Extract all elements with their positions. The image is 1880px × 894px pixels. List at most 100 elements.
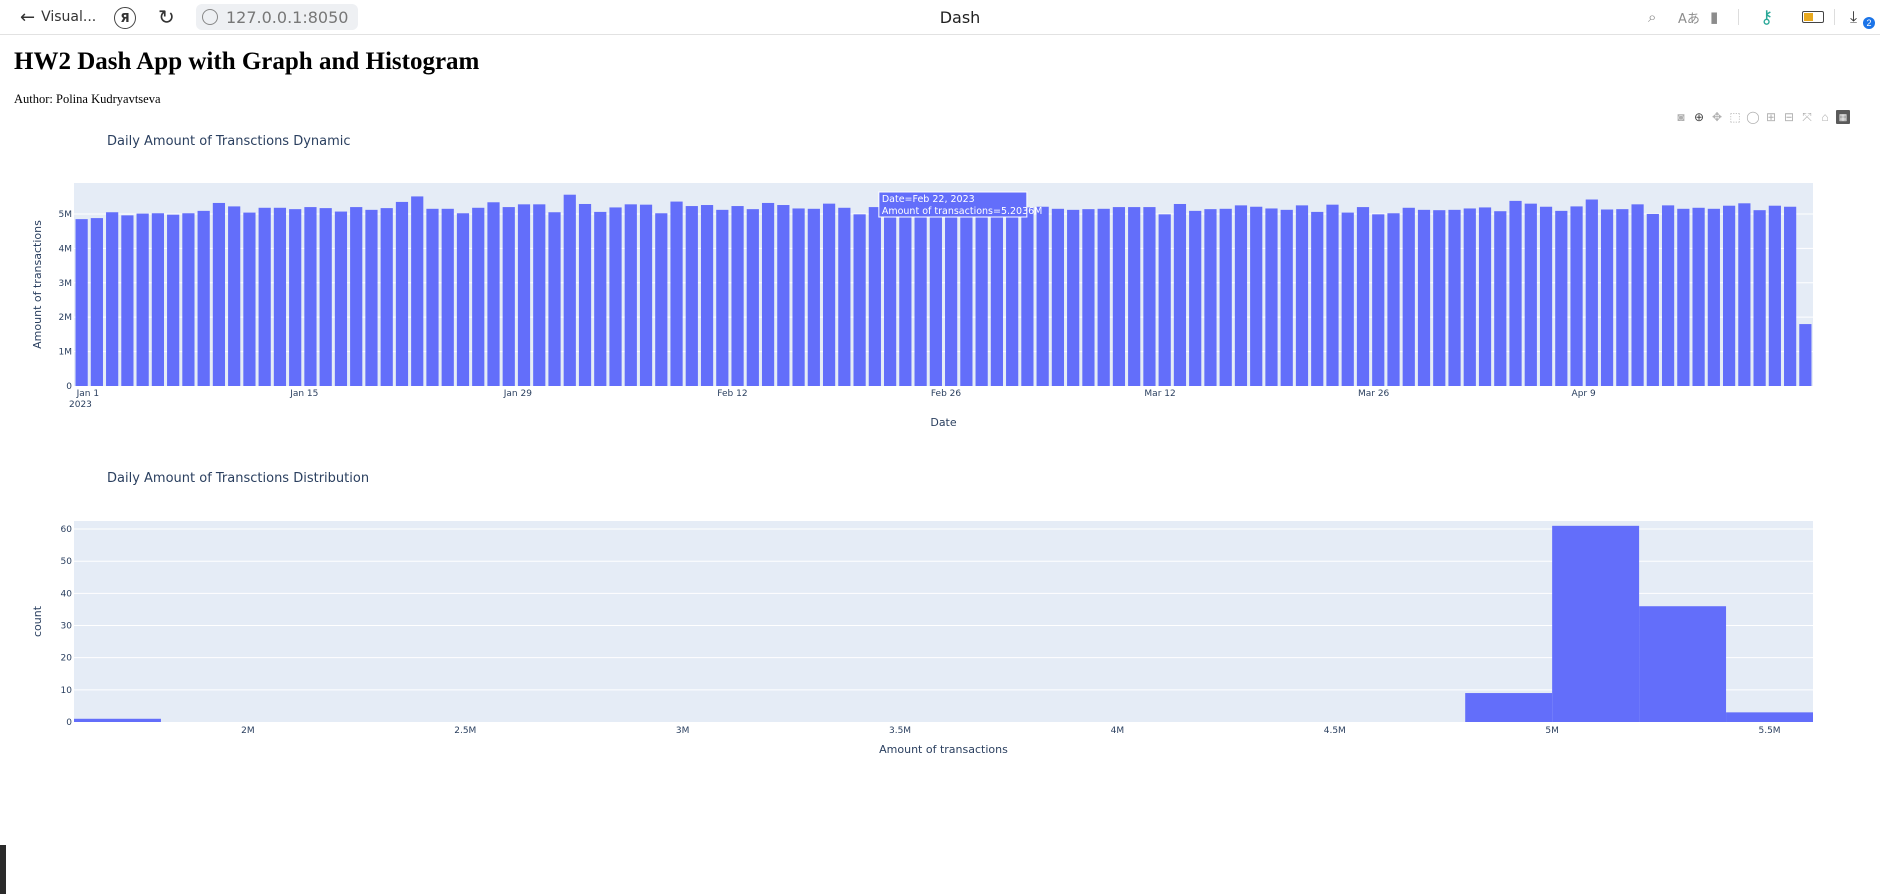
bar — [1646, 213, 1659, 386]
bar — [304, 207, 317, 386]
x-tick-label: Jan 1 — [76, 389, 99, 399]
bar — [1585, 199, 1598, 386]
bar — [1463, 208, 1476, 386]
bar — [167, 214, 180, 386]
x-tick-label: Mar 12 — [1144, 389, 1175, 399]
tooltip-line-2: Amount of transactions=5.2036M — [882, 206, 1043, 217]
yandex-icon[interactable]: Я — [114, 7, 136, 29]
bar — [609, 207, 622, 386]
x-tick-label: Jan 15 — [289, 389, 318, 399]
battery-icon[interactable] — [1802, 0, 1824, 34]
download-icon[interactable]: ⤓ — [1850, 7, 1858, 26]
bar — [228, 206, 241, 386]
x-tick-label: 5M — [1545, 726, 1559, 736]
x-tick-label: 2.5M — [454, 726, 476, 736]
bar — [777, 205, 790, 386]
back-button[interactable]: ← Visual... — [20, 0, 96, 34]
camera-icon[interactable]: ◙ — [1677, 110, 1685, 124]
bar — [685, 206, 698, 386]
address-bar[interactable]: 127.0.0.1:8050 — [196, 4, 359, 30]
plotly-logo-icon[interactable]: ▦ — [1836, 110, 1850, 124]
bar — [182, 213, 195, 386]
reload-icon[interactable]: ↻ — [158, 5, 175, 29]
key-icon[interactable]: ⚷ — [1760, 6, 1774, 28]
globe-icon — [202, 9, 218, 25]
bar — [395, 201, 409, 386]
autoscale-icon[interactable]: ⤧ — [1802, 109, 1812, 124]
zoom-out-icon[interactable]: ⊟ — [1783, 110, 1795, 124]
bookmark-icon[interactable]: ▮ — [1710, 8, 1719, 26]
y-tick-label: 10 — [61, 686, 73, 696]
bar — [1051, 208, 1065, 386]
bar — [899, 208, 912, 386]
x-tick-label: Jan 29 — [503, 389, 532, 399]
bar — [319, 208, 332, 386]
bar — [1021, 207, 1034, 386]
x-axis-title: Date — [930, 416, 957, 429]
transactions-distribution-chart[interactable]: Daily Amount of Transctions Distribution… — [0, 463, 1880, 763]
box-select-icon[interactable]: ⬚ — [1729, 110, 1741, 124]
y-tick-label: 2M — [59, 313, 73, 323]
bar — [716, 209, 729, 386]
lasso-icon[interactable]: ◯ — [1746, 110, 1760, 124]
zoom-tool-icon[interactable]: ⊕ — [1693, 110, 1705, 124]
histogram-bin — [1552, 525, 1640, 722]
bar — [1356, 207, 1370, 386]
bar — [456, 213, 470, 386]
y-tick-label: 20 — [61, 654, 73, 664]
plot-area — [74, 521, 1813, 722]
bar — [792, 208, 805, 386]
bar — [1158, 214, 1171, 386]
bar — [1219, 208, 1232, 386]
bar — [1707, 208, 1720, 386]
bar — [258, 207, 271, 386]
bar — [289, 209, 302, 386]
back-label: Visual... — [41, 9, 97, 25]
histogram-bin — [1639, 606, 1727, 722]
bar — [960, 208, 973, 386]
bar — [761, 202, 775, 386]
url-text: 127.0.0.1:8050 — [226, 7, 349, 27]
bar — [1326, 204, 1339, 386]
author-line: Author: Polina Kudryavtseva — [14, 92, 161, 106]
bar — [1189, 210, 1202, 386]
bar — [197, 210, 210, 386]
zoom-in-icon[interactable]: ⊞ — [1765, 110, 1777, 124]
bar — [1311, 211, 1324, 386]
tooltip-line-1: Date=Feb 22, 2023 — [882, 194, 975, 205]
bar — [1280, 209, 1293, 386]
bar — [655, 213, 668, 386]
bar — [822, 203, 836, 386]
bar — [548, 212, 561, 386]
bar — [731, 206, 744, 386]
bar — [746, 209, 759, 386]
pan-icon[interactable]: ✥ — [1711, 110, 1723, 124]
bar — [1143, 207, 1156, 386]
bar — [426, 208, 439, 386]
bar — [1067, 209, 1080, 386]
hover-tooltip — [878, 191, 1028, 218]
bar — [1768, 205, 1781, 386]
y-tick-label: 50 — [61, 557, 73, 567]
zoom-icon[interactable]: ⌕ — [1648, 8, 1657, 26]
x-tick-label: 4.5M — [1324, 726, 1346, 736]
bar — [1387, 213, 1400, 386]
bar — [365, 209, 378, 386]
bar — [350, 207, 363, 386]
bar — [1372, 214, 1385, 386]
bar — [1677, 208, 1690, 386]
bar — [1112, 207, 1126, 386]
bar — [990, 209, 1003, 386]
bar — [1204, 209, 1217, 386]
bar — [1600, 209, 1614, 386]
bar — [1417, 209, 1431, 386]
x-tick-label: 4M — [1111, 726, 1125, 736]
bar — [1524, 203, 1537, 386]
bar — [670, 201, 683, 386]
transactions-dynamic-chart[interactable]: Daily Amount of Transctions Dynamic 0 1M 2M… — [0, 126, 1880, 436]
translate-icon[interactable]: Aあ — [1678, 11, 1700, 27]
bar — [700, 205, 714, 386]
bar — [243, 212, 256, 386]
bar — [1265, 208, 1278, 386]
home-icon[interactable]: ⌂ — [1821, 110, 1829, 124]
